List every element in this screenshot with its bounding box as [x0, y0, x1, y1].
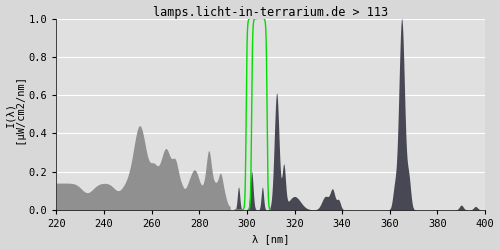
Y-axis label: I(λ)
 [µW/cm2/nm]: I(λ) [µW/cm2/nm] — [6, 77, 27, 152]
Title: lamps.licht-in-terrarium.de > 113: lamps.licht-in-terrarium.de > 113 — [153, 6, 388, 18]
X-axis label: λ [nm]: λ [nm] — [252, 234, 290, 244]
